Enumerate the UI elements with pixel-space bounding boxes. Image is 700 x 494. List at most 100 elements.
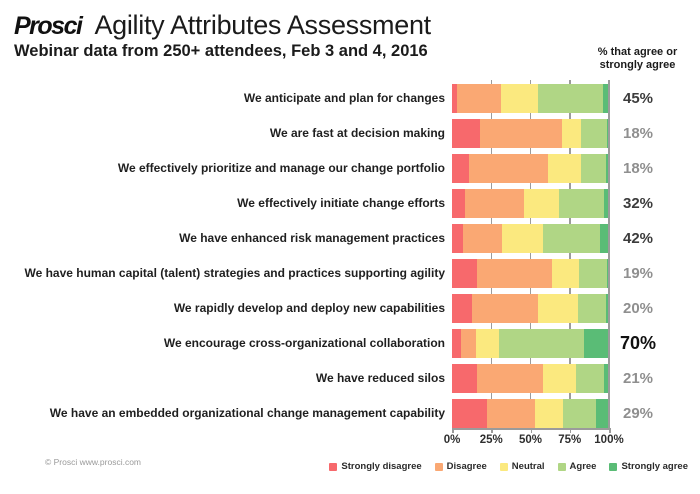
bar-segment-agree xyxy=(576,364,605,393)
stacked-bar xyxy=(452,259,609,288)
agree-percentage: 42% xyxy=(622,230,654,247)
legend-label: Disagree xyxy=(446,461,487,472)
bar-segment-strongly-agree xyxy=(605,154,609,183)
bar-segment-neutral xyxy=(500,84,539,113)
bar-segment-agree xyxy=(558,189,605,218)
x-axis-tick-label: 25% xyxy=(479,434,503,446)
bar-segment-agree xyxy=(579,259,608,288)
chart-legend: Strongly disagree Disagree Neutral Agree… xyxy=(329,461,688,472)
legend-item: Strongly disagree xyxy=(329,461,422,472)
bar-segment-agree xyxy=(538,84,603,113)
bar-segment-disagree xyxy=(486,399,536,428)
bar-segment-strongly-disagree xyxy=(452,329,462,358)
bar-segment-strongly-agree xyxy=(605,294,609,323)
x-axis-tick-label: 100% xyxy=(594,434,624,446)
bar-segment-neutral xyxy=(561,119,581,148)
stacked-bar xyxy=(452,84,609,113)
bar-segment-strongly-agree xyxy=(583,329,609,358)
bar-segment-disagree xyxy=(456,84,501,113)
chart-subtitle: Webinar data from 250+ attendees, Feb 3 … xyxy=(14,42,428,60)
copyright-text: © Prosci www.prosci.com xyxy=(45,457,142,467)
x-axis-tick xyxy=(530,428,532,433)
bar-segment-neutral xyxy=(524,189,559,218)
x-axis-labels: 0% 25% 50% 75% 100% xyxy=(444,434,624,448)
chart-row: We effectively prioritize and manage our… xyxy=(0,154,700,183)
bar-segment-disagree xyxy=(477,364,544,393)
category-label: We effectively initiate change efforts xyxy=(237,196,445,210)
category-label: We rapidly develop and deploy new capabi… xyxy=(173,301,445,315)
agree-percentage: 21% xyxy=(622,370,654,387)
bar-segment-agree xyxy=(580,154,606,183)
agree-percentage: 18% xyxy=(622,160,654,177)
stacked-bar xyxy=(452,329,609,358)
bar-segment-strongly-disagree xyxy=(452,364,478,393)
bar-segment-disagree xyxy=(469,154,548,183)
category-label: We anticipate and plan for changes xyxy=(243,91,445,105)
bar-segment-strongly-agree xyxy=(596,399,609,428)
title-row: Prosci Agility Attributes Assessment xyxy=(14,10,574,41)
x-axis-tick-label: 0% xyxy=(443,434,461,446)
legend-item: Disagree xyxy=(434,461,487,472)
legend-swatch-icon xyxy=(557,462,566,471)
chart-title: Agility Attributes Assessment xyxy=(94,10,431,40)
x-axis-tick xyxy=(609,428,611,433)
agree-percentage: 20% xyxy=(622,300,654,317)
stacked-bar-chart: We anticipate and plan for changes 45% W… xyxy=(0,80,700,450)
bar-segment-neutral xyxy=(552,259,580,288)
bar-segment-strongly-disagree xyxy=(452,224,463,253)
stacked-bar xyxy=(452,364,609,393)
agree-percentage: 70% xyxy=(619,333,657,353)
bar-segment-neutral xyxy=(475,329,500,358)
x-axis-tick xyxy=(569,428,572,433)
prosci-logo: Prosci xyxy=(14,12,83,40)
bar-segment-agree xyxy=(577,294,606,323)
legend-label: Strongly agree xyxy=(621,461,688,472)
agree-percentage: 29% xyxy=(622,405,654,422)
chart-row: We rapidly develop and deploy new capabi… xyxy=(0,294,700,323)
header: Prosci Agility Attributes Assessment Web… xyxy=(14,10,574,61)
legend-label: Agree xyxy=(569,461,597,472)
category-label: We have human capital (talent) strategie… xyxy=(24,266,445,280)
agree-percentage: 32% xyxy=(622,195,654,212)
stacked-bar xyxy=(452,294,609,323)
bar-segment-disagree xyxy=(461,329,476,358)
bar-segment-agree xyxy=(499,329,584,358)
x-axis-tick-label: 50% xyxy=(518,434,543,446)
x-axis-tick xyxy=(452,428,454,433)
bar-segment-neutral xyxy=(535,399,564,428)
legend-swatch-icon xyxy=(499,462,508,471)
chart-row: We anticipate and plan for changes 45% xyxy=(0,84,700,113)
category-label: We have reduced silos xyxy=(315,371,445,385)
bar-segment-neutral xyxy=(547,154,581,183)
legend-item: Strongly agree xyxy=(609,461,688,472)
bar-segment-neutral xyxy=(543,364,577,393)
category-label: We are fast at decision making xyxy=(269,126,445,140)
bar-segment-strongly-disagree xyxy=(452,294,473,323)
bar-segment-agree xyxy=(563,399,597,428)
chart-row: We have an embedded organizational chang… xyxy=(0,399,700,428)
bar-segment-strongly-disagree xyxy=(452,259,478,288)
bar-segment-agree xyxy=(543,224,600,253)
legend-label: Strongly disagree xyxy=(341,461,422,472)
chart-row: We have human capital (talent) strategie… xyxy=(0,259,700,288)
gridline xyxy=(569,80,571,428)
bar-segment-neutral xyxy=(538,294,578,323)
agree-percentage: 45% xyxy=(622,90,654,107)
chart-row: We are fast at decision making 18% xyxy=(0,119,700,148)
bar-segment-strongly-disagree xyxy=(452,84,457,113)
agree-column-header: % that agree or strongly agree xyxy=(597,46,678,72)
bar-segment-strongly-disagree xyxy=(452,154,470,183)
bar-segment-strongly-disagree xyxy=(452,119,481,148)
bar-segment-strongly-agree xyxy=(604,364,609,393)
bar-segment-disagree xyxy=(472,294,539,323)
category-label: We have an embedded organizational chang… xyxy=(49,406,445,420)
chart-row: We encourage cross-organizational collab… xyxy=(0,329,700,358)
chart-row: We have enhanced risk management practic… xyxy=(0,224,700,253)
stacked-bar xyxy=(452,119,609,148)
legend-label: Neutral xyxy=(511,461,545,472)
gridline-100pct xyxy=(608,80,610,428)
stacked-bar xyxy=(452,224,609,253)
stacked-bar xyxy=(452,189,609,218)
legend-swatch-icon xyxy=(609,462,618,471)
